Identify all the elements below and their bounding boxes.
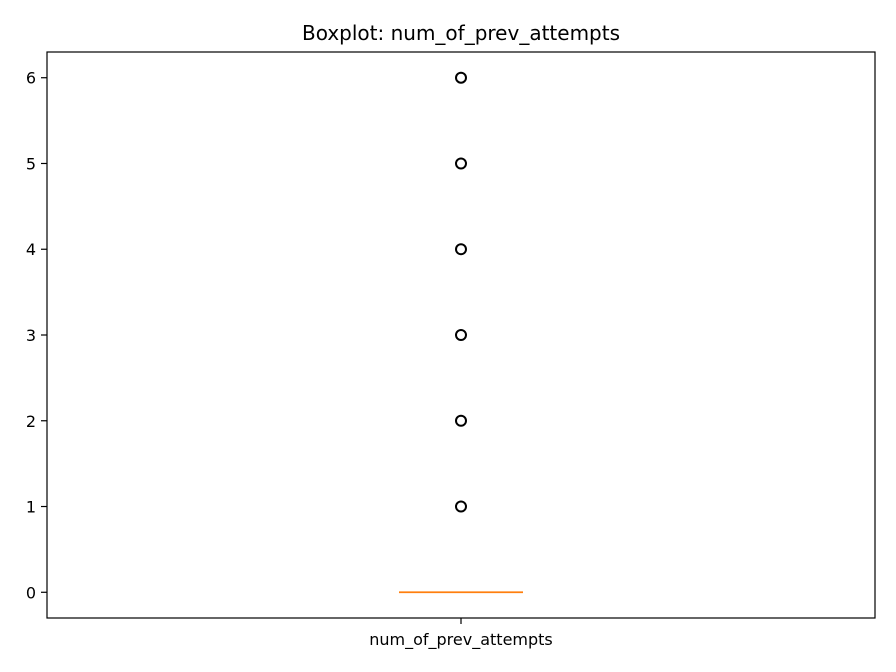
y-tick-label-0: 0: [26, 583, 36, 602]
outlier-point-1: [455, 414, 467, 427]
plot-area: 0 1 2 3 4 5 6 num_of_prev_attempts: [26, 51, 876, 650]
axes-frame: [46, 51, 876, 619]
outlier-point-2: [455, 329, 467, 341]
y-tick-label-6: 6: [26, 69, 36, 88]
y-tick-label-4: 4: [26, 240, 36, 259]
outlier-point-3: [455, 243, 467, 256]
y-tick-label-5: 5: [26, 154, 36, 173]
outlier-point-4: [455, 157, 467, 170]
y-tick-label-3: 3: [26, 326, 36, 345]
y-tick-label-2: 2: [26, 412, 36, 431]
y-tick-label-1: 1: [26, 498, 36, 517]
x-tick-label-0: num_of_prev_attempts: [369, 630, 553, 650]
chart-title: Boxplot: num_of_prev_attempts: [302, 21, 620, 45]
outlier-point-5: [455, 71, 467, 84]
outlier-point-0: [455, 500, 467, 513]
